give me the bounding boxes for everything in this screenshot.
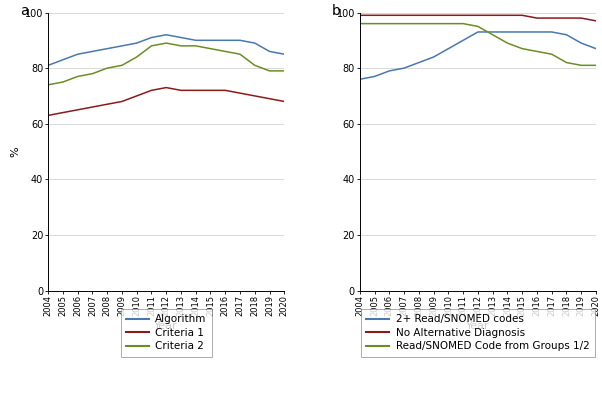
- Text: b: b: [332, 4, 340, 18]
- Legend: 2+ Read/SNOMED codes, No Alternative Diagnosis, Read/SNOMED Code from Groups 1/2: 2+ Read/SNOMED codes, No Alternative Dia…: [361, 309, 595, 357]
- Legend: Algorithm, Criteria 1, Criteria 2: Algorithm, Criteria 1, Criteria 2: [121, 309, 212, 357]
- Text: a: a: [20, 4, 28, 18]
- Y-axis label: %: %: [11, 146, 20, 157]
- X-axis label: Year: Year: [466, 321, 490, 331]
- X-axis label: Year: Year: [154, 321, 178, 331]
